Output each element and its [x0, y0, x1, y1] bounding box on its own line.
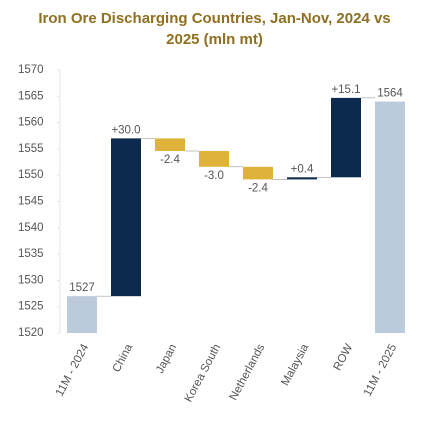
y-tick-label: 1530 — [18, 274, 44, 286]
x-tick-label: Malaysia — [279, 342, 311, 388]
value-label: -2.4 — [160, 154, 180, 166]
y-tick-label: 1525 — [18, 301, 44, 313]
bar — [111, 138, 141, 297]
y-tick-label: 1535 — [18, 248, 44, 260]
value-label: 1527 — [69, 282, 95, 294]
value-label: 1564 — [377, 88, 403, 100]
bar — [243, 166, 273, 180]
x-tick-label: China — [111, 342, 136, 375]
bar — [375, 101, 405, 333]
bar — [199, 151, 229, 167]
x-tick-label: Korea South — [183, 342, 224, 404]
x-tick-label: Netherlands — [228, 342, 268, 403]
value-label: +30.0 — [111, 124, 140, 136]
chart-title: Iron Ore Discharging Countries, Jan-Nov,… — [38, 10, 391, 48]
x-tick-label: 11M - 2025 — [362, 342, 400, 398]
y-tick-label: 1555 — [18, 143, 44, 155]
y-tick-label: 1540 — [18, 222, 44, 234]
x-tick-label: ROW — [332, 342, 356, 373]
x-tick-label: Japan — [154, 342, 179, 375]
value-label: +0.4 — [291, 163, 314, 175]
value-label: -2.4 — [248, 182, 268, 194]
y-tick-label: 1560 — [18, 117, 44, 129]
y-tick-label: 1570 — [18, 64, 44, 76]
bar — [155, 138, 185, 152]
bar — [287, 177, 317, 180]
x-tick-label: 11M - 2024 — [54, 342, 92, 399]
y-tick-label: 1550 — [18, 169, 44, 181]
y-tick-label: 1565 — [18, 90, 44, 102]
y-tick-label: 1545 — [18, 196, 44, 208]
y-tick-label: 1520 — [18, 327, 44, 339]
bar — [331, 97, 361, 178]
bar — [67, 296, 97, 333]
value-label: -3.0 — [204, 170, 224, 182]
value-label: +15.1 — [331, 84, 360, 96]
